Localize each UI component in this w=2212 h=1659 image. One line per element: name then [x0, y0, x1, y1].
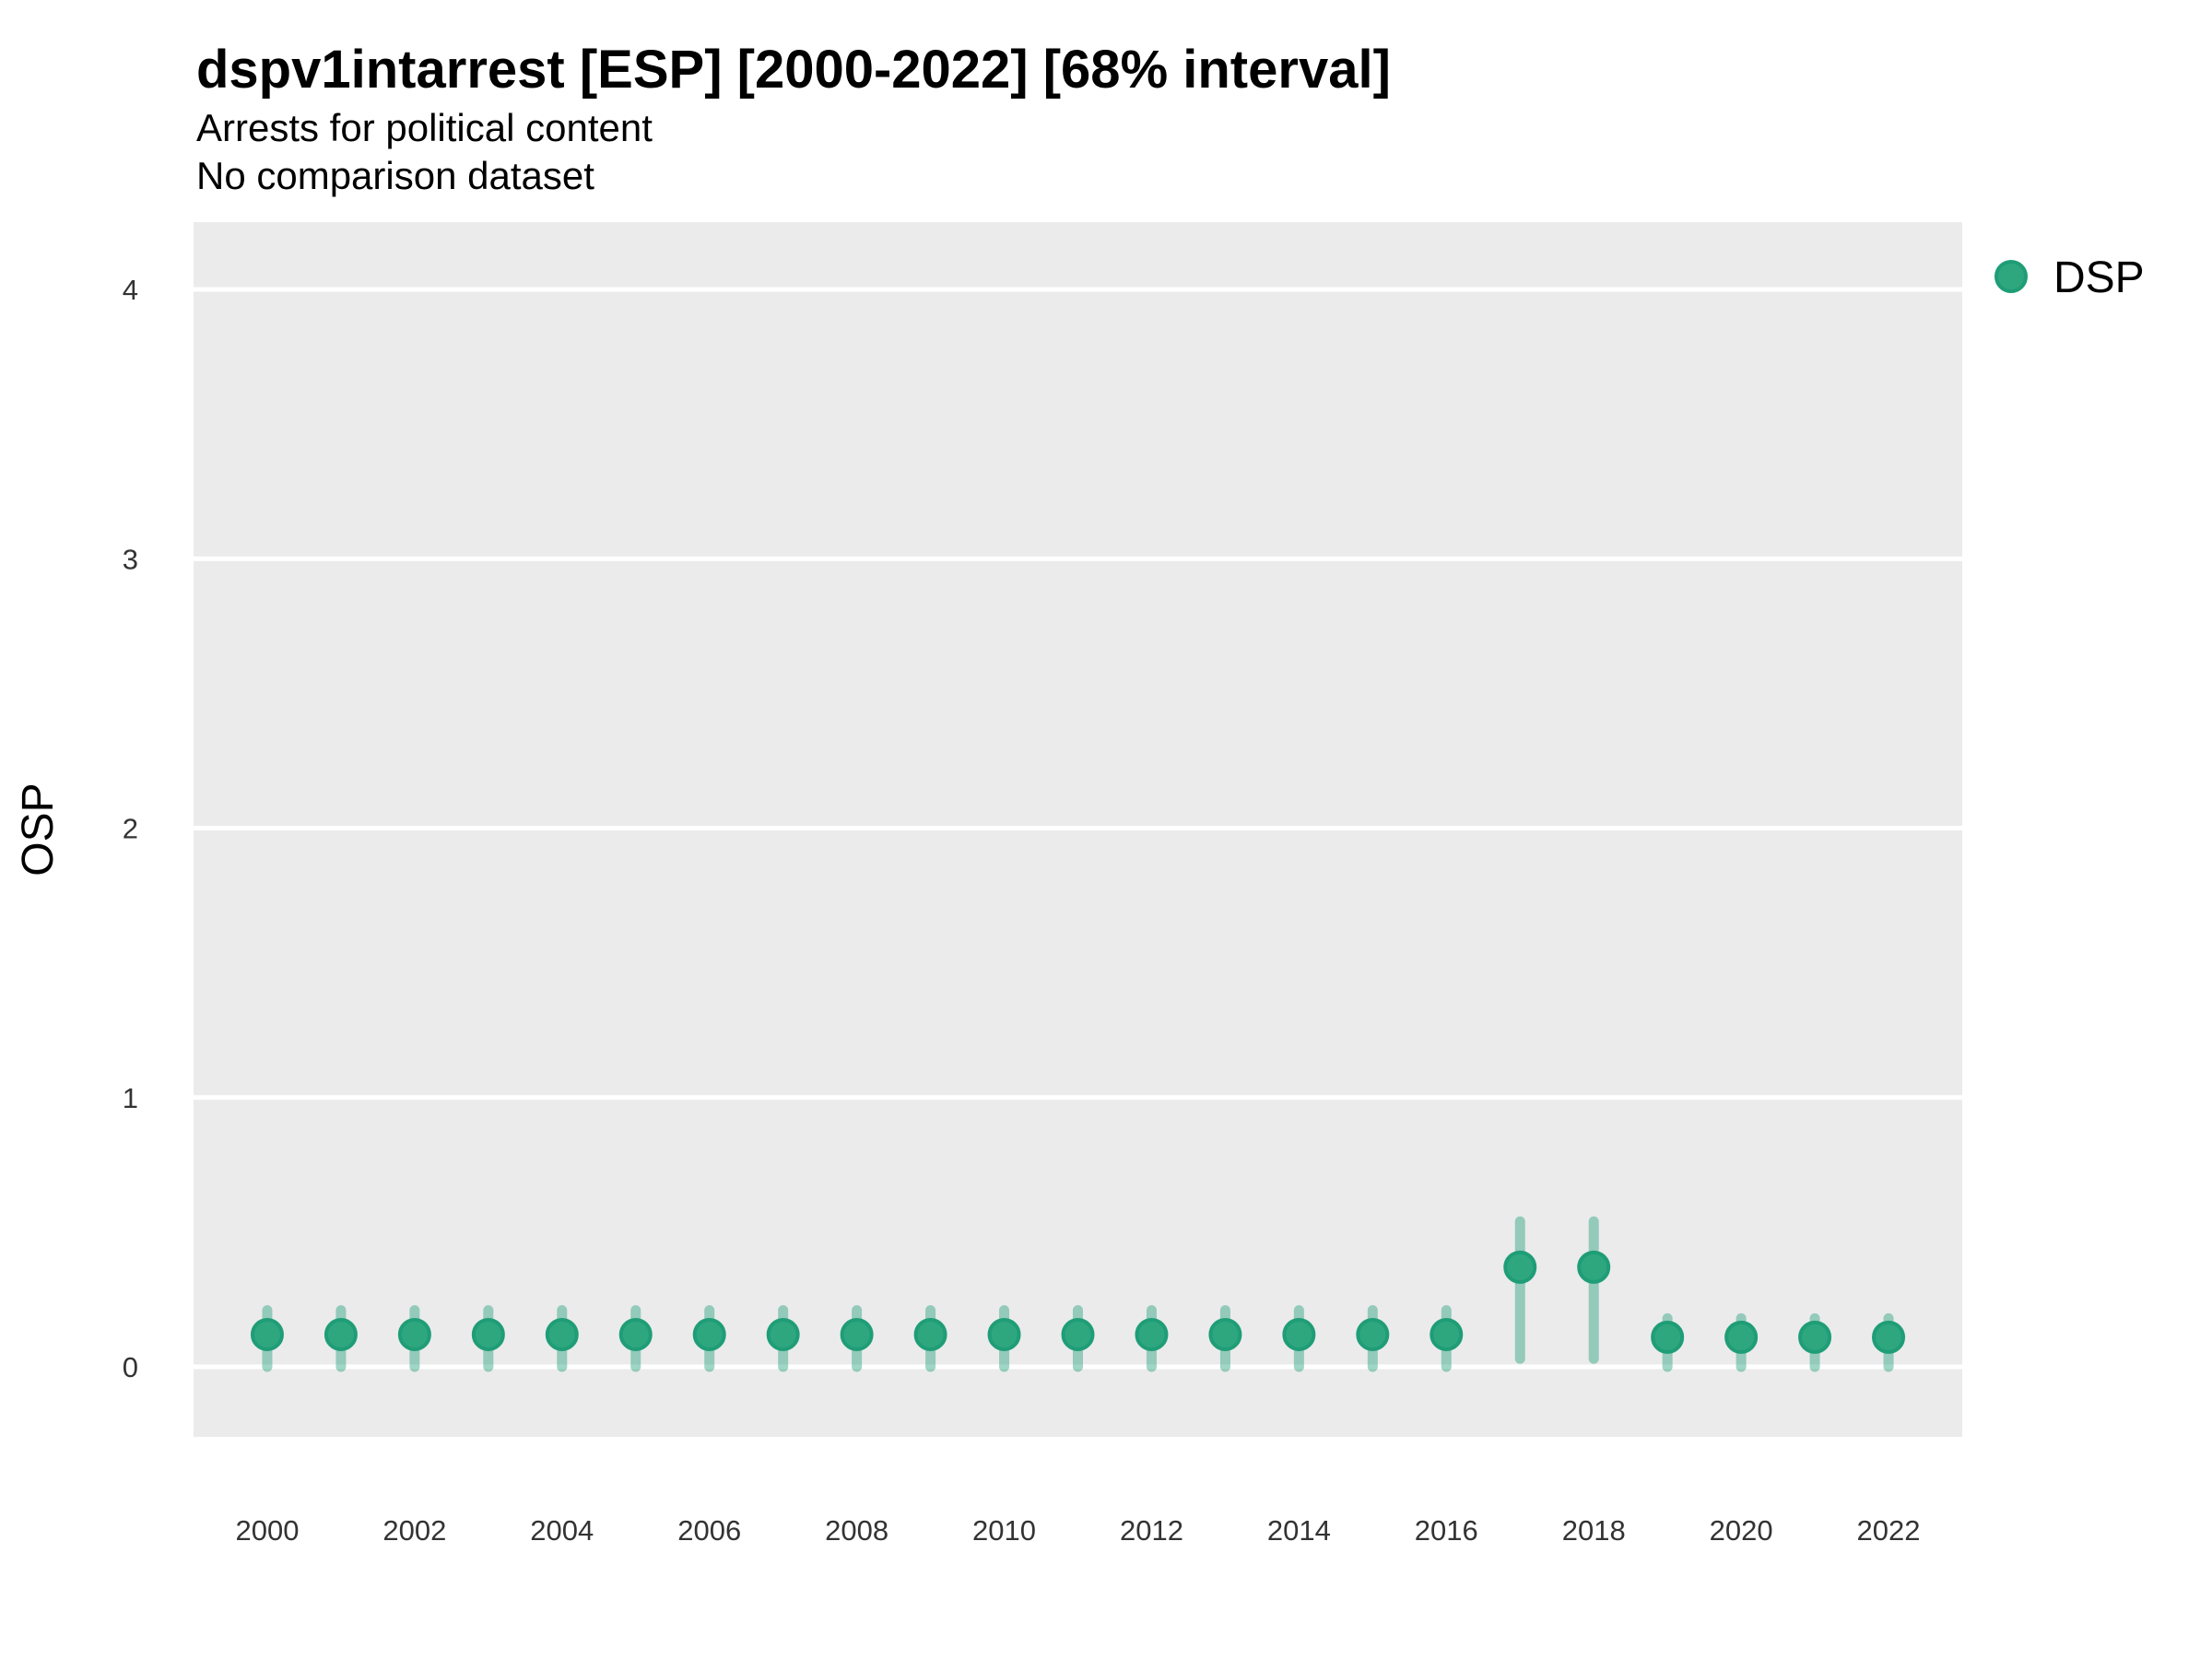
- point-2005: [618, 1317, 653, 1351]
- x-tick-label-2018: 2018: [1562, 1514, 1626, 1547]
- x-tick-label-2006: 2006: [677, 1514, 741, 1547]
- point-2015: [1356, 1317, 1390, 1351]
- x-axis-labels: 2000 2002 2004 2006 2008 2010 2012 2014 2016 2018…: [235, 1514, 1920, 1547]
- point-2016: [1430, 1317, 1464, 1351]
- y-tick-label-4: 4: [123, 274, 138, 306]
- point-2004: [545, 1317, 579, 1351]
- point-2020: [1724, 1320, 1759, 1354]
- point-2019: [1651, 1320, 1685, 1354]
- x-tick-label-2008: 2008: [825, 1514, 888, 1547]
- x-tick-label-2002: 2002: [382, 1514, 446, 1547]
- point-2008: [840, 1317, 874, 1351]
- x-tick-label-2020: 2020: [1710, 1514, 1773, 1547]
- chart-title: dspv1intarrest [ESP] [2000-2022] [68% in…: [196, 40, 1391, 100]
- point-2021: [1798, 1320, 1832, 1354]
- point-2012: [1135, 1317, 1169, 1351]
- legend-label-dsp: DSP: [2053, 253, 2145, 302]
- point-2001: [324, 1317, 358, 1351]
- gridlines: [194, 287, 1962, 1370]
- point-2007: [766, 1317, 800, 1351]
- point-2009: [913, 1317, 947, 1351]
- x-tick-label-2016: 2016: [1415, 1514, 1478, 1547]
- y-tick-label-0: 0: [123, 1351, 138, 1383]
- point-2017: [1503, 1250, 1537, 1284]
- point-2014: [1282, 1317, 1316, 1351]
- point-2010: [987, 1317, 1021, 1351]
- point-2002: [397, 1317, 431, 1351]
- x-tick-label-2014: 2014: [1267, 1514, 1331, 1547]
- legend-dot-dsp: [1994, 260, 2028, 293]
- point-2006: [692, 1317, 726, 1351]
- point-2000: [250, 1317, 284, 1351]
- x-tick-label-2010: 2010: [972, 1514, 1036, 1547]
- point-2018: [1577, 1250, 1611, 1284]
- y-tick-label-3: 3: [123, 543, 138, 575]
- x-tick-label-2004: 2004: [530, 1514, 594, 1547]
- x-tick-label-2012: 2012: [1120, 1514, 1183, 1547]
- chart-subtitle-line2: No comparison dataset: [196, 154, 594, 197]
- point-2011: [1061, 1317, 1095, 1351]
- y-tick-label-2: 2: [123, 813, 138, 845]
- y-tick-label-1: 1: [123, 1082, 138, 1114]
- y-axis-labels: 0 1 2 3 4: [123, 274, 138, 1383]
- series-dsp: [250, 1216, 1906, 1372]
- y-axis-title: OSP: [14, 782, 63, 876]
- x-tick-label-2022: 2022: [1857, 1514, 1921, 1547]
- legend: DSP: [1994, 253, 2145, 302]
- x-tick-label-2000: 2000: [235, 1514, 299, 1547]
- point-2013: [1208, 1317, 1242, 1351]
- chart-subtitle-line1: Arrests for political content: [196, 106, 653, 149]
- point-2003: [471, 1317, 505, 1351]
- point-2022: [1872, 1320, 1906, 1354]
